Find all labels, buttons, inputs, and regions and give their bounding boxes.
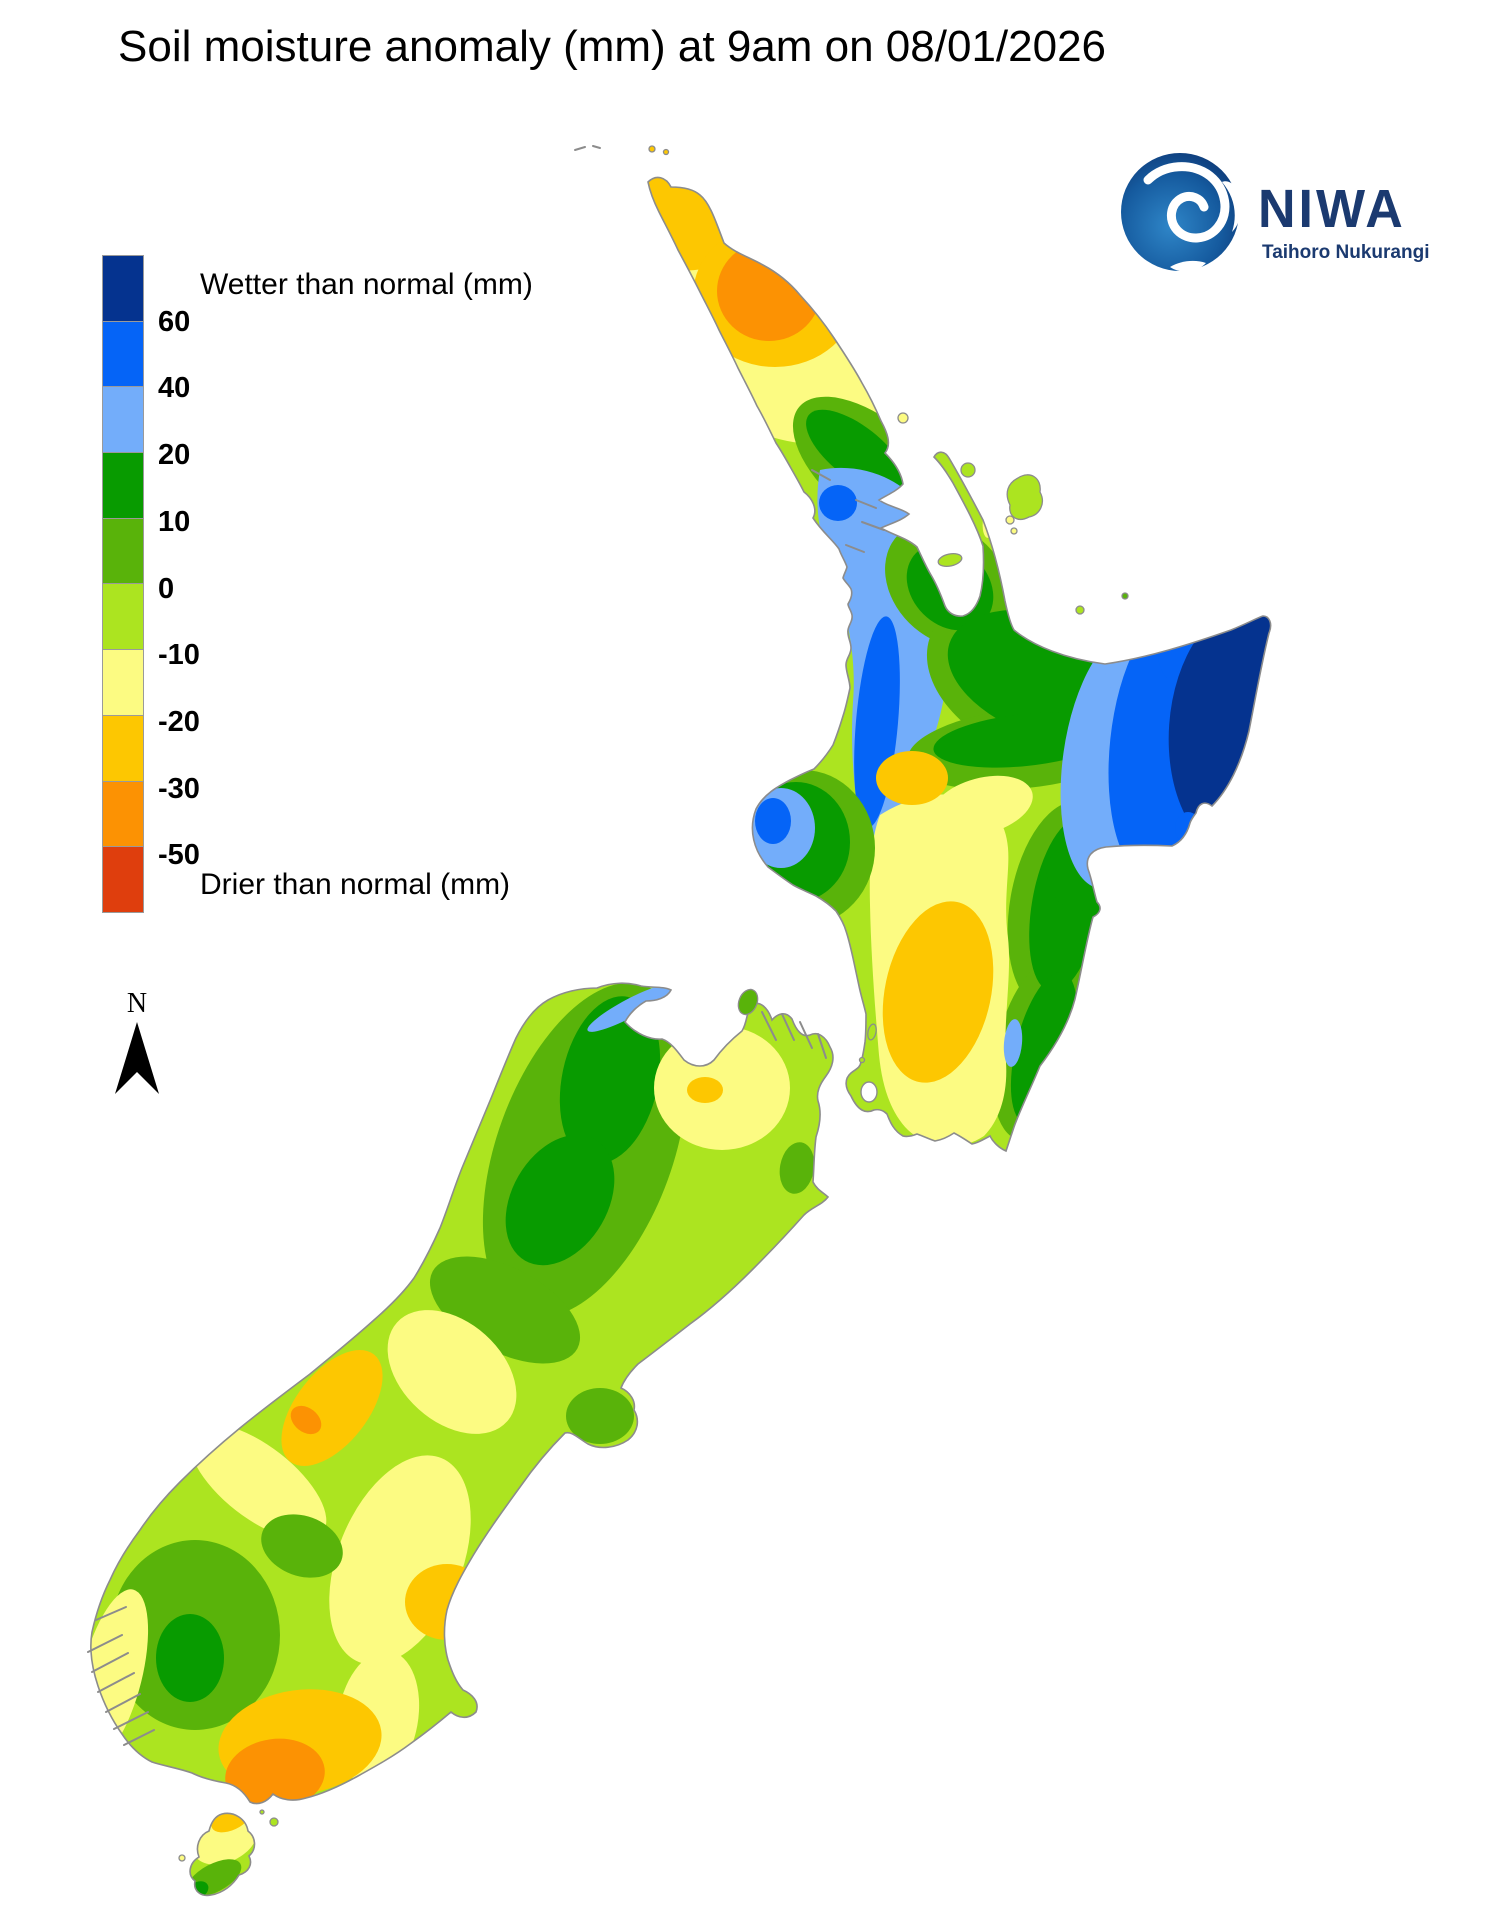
legend-wetter-label: Wetter than normal (mm): [200, 268, 533, 301]
waiheke-island: [937, 552, 963, 568]
codfish-island: [178, 1854, 186, 1862]
great-barrier-island: [1006, 474, 1044, 520]
region-taranaki-blue: [755, 798, 791, 844]
wellington-harbour: [860, 1081, 878, 1103]
little-barrier-island: [960, 462, 976, 478]
legend-cell: [102, 386, 144, 454]
north-island-coastline: [647, 176, 1272, 1153]
region-goldenbay-lightblue: [587, 984, 673, 1032]
legend-cell: [102, 846, 144, 913]
niwa-brand-text: NIWA: [1258, 179, 1406, 240]
region-southland-darkgreen: [156, 1614, 224, 1702]
legend-cell: [102, 649, 144, 716]
ruapuke-island: [269, 1817, 279, 1827]
legend-cell: [102, 780, 144, 848]
region-nelson-golden: [687, 1077, 723, 1103]
niwa-subtitle-text: Taihoro Nukurangi: [1262, 242, 1430, 263]
legend-cell: [102, 320, 144, 388]
region-otago-golden: [405, 1564, 489, 1640]
region-westcoast-golden: [281, 1350, 383, 1466]
legend-tick-label: 20: [158, 439, 191, 472]
legend-tick-label: 60: [158, 305, 191, 338]
region-eastcape-navy: [1168, 604, 1271, 856]
legend-cell: [102, 517, 144, 585]
region-northland-orange-core: [717, 241, 821, 341]
north-arrow-icon: [115, 1022, 159, 1094]
region-wairarapa-golden: [882, 901, 994, 1083]
region-banks-midgreen: [566, 1388, 634, 1444]
legend-colorbar: [102, 255, 144, 913]
legend-ticks: 60 40 20 10 0 -10 -20 -30 -50: [158, 255, 238, 925]
page-title: Soil moisture anomaly (mm) at 9am on 08/…: [118, 22, 1107, 71]
legend-tick-label: -20: [158, 705, 200, 738]
south-island: [90, 982, 834, 1805]
stewart-island: [189, 1812, 256, 1897]
stewart-island-coastline: [189, 1812, 256, 1897]
legend-tick-label: 10: [158, 505, 191, 538]
legend-tick-label: -50: [158, 839, 200, 872]
south-island-anomaly-regions: [90, 983, 815, 1804]
region-taupo-golden: [876, 751, 948, 805]
offshore-islets: [178, 145, 1129, 1862]
legend-drier-label: Drier than normal (mm): [200, 868, 511, 901]
south-island-coastline: [90, 982, 834, 1805]
legend-tick-label: 40: [158, 372, 191, 405]
legend-cell: [102, 714, 144, 782]
north-label: N: [126, 988, 148, 1019]
region-westcoast-orange: [290, 1405, 322, 1435]
three-kings-islet: [648, 145, 656, 153]
kapiti-island: [867, 1023, 877, 1041]
fjord-and-harbour-lines: [87, 145, 885, 1746]
legend-cell: [102, 583, 144, 651]
region-southcoast-orange: [225, 1738, 325, 1804]
legend-tick-label: 0: [158, 572, 175, 605]
legend-cell: [102, 452, 144, 519]
durville-island: [737, 988, 759, 1016]
niwa-logo: NIWA Taihoro Nukurangi: [1118, 152, 1478, 272]
legend-tick-label: -30: [158, 772, 200, 805]
niwa-koru-icon: [1121, 153, 1242, 272]
legend-cell: [102, 255, 144, 322]
legend-tick-label: -10: [158, 639, 200, 672]
region-nwnelson-darkgreen: [559, 996, 661, 1164]
